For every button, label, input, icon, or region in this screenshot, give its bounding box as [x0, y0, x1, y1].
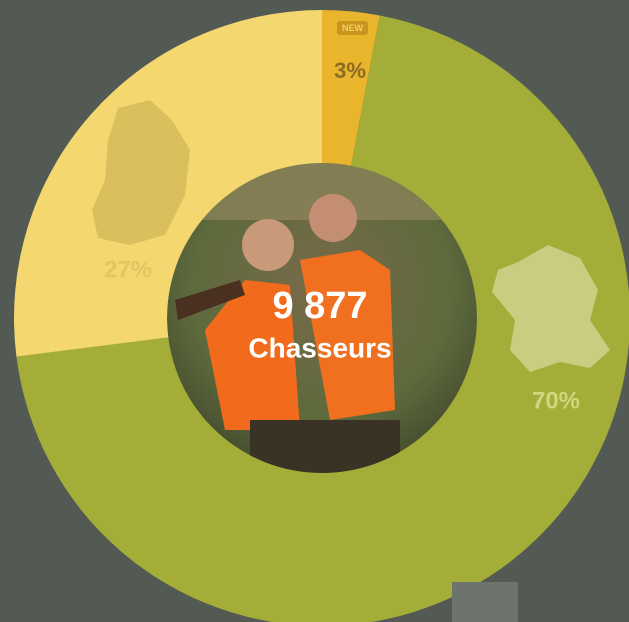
- head: [309, 194, 357, 242]
- region-map: [92, 100, 190, 245]
- value-label: 3%: [334, 58, 366, 83]
- value-label: 70%: [532, 387, 580, 414]
- donut-segment: [16, 15, 629, 622]
- center-label: Chasseurs: [248, 332, 391, 363]
- france-map: [492, 245, 610, 372]
- badge-text: NEW: [342, 23, 364, 33]
- vest: [205, 280, 300, 430]
- new-badge: [337, 21, 368, 35]
- value-label: 27%: [104, 256, 152, 283]
- rifle: [175, 280, 245, 320]
- decor-block: [452, 582, 518, 622]
- vest: [300, 250, 395, 420]
- donut-segment: [322, 10, 380, 169]
- head: [242, 219, 294, 271]
- center-value: 9 877: [272, 285, 367, 327]
